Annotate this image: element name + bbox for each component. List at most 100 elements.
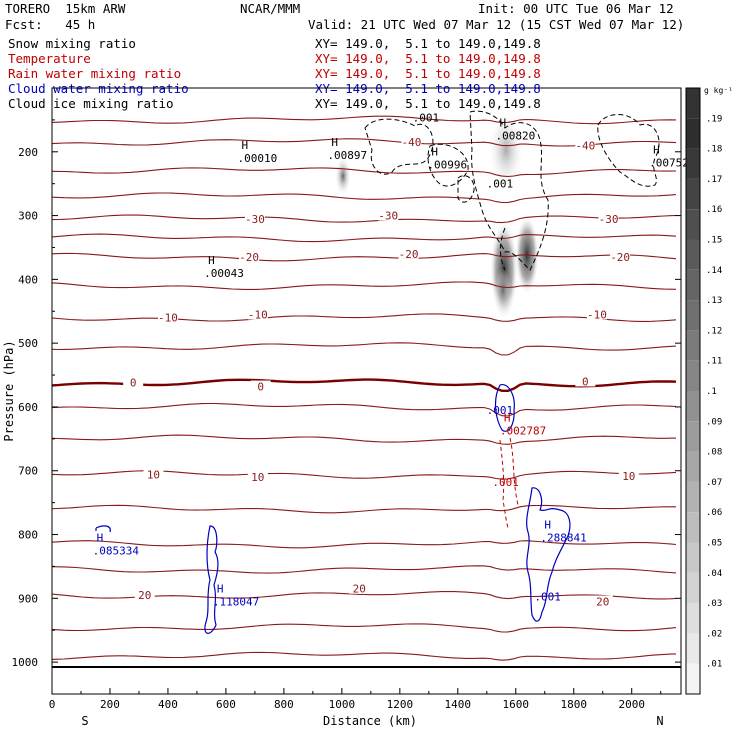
- y-tick-label: 500: [18, 337, 38, 350]
- isotherm-label-bg: [247, 471, 268, 483]
- x-tick-label: 1000: [329, 698, 356, 711]
- colorbar-cell: [686, 300, 700, 331]
- colorbar-tick-label: .02: [706, 629, 722, 639]
- colorbar-tick-label: .03: [706, 599, 722, 609]
- high-value-label: .118047: [213, 595, 259, 608]
- y-tick-label: 600: [18, 401, 38, 414]
- x-tick-label: 800: [274, 698, 294, 711]
- isotherm-line: [51, 281, 677, 290]
- high-marker: H: [544, 519, 551, 532]
- colorbar-cell: [686, 88, 700, 119]
- colorbar-cell: [686, 542, 700, 573]
- isotherm-line: [51, 252, 677, 262]
- y-tick-label: 400: [18, 273, 38, 286]
- colorbar-cell: [686, 451, 700, 482]
- high-value-label: .00010: [238, 152, 278, 165]
- high-value-label: .00043: [204, 267, 244, 280]
- y-tick-label: 300: [18, 210, 38, 223]
- field-xy-cloudice: XY= 149.0, 5.1 to 149.0,149.8: [315, 96, 541, 111]
- high-marker: H: [653, 143, 660, 156]
- colorbar-cell: [686, 148, 700, 179]
- field-xy-rain: XY= 149.0, 5.1 to 149.0,149.8: [315, 66, 541, 81]
- x-axis-label: Distance (km): [323, 714, 417, 728]
- isotherm-label: 0: [130, 377, 137, 390]
- high-marker: H: [431, 145, 438, 158]
- contour-value-label: .001: [413, 111, 440, 124]
- colorbar-tick-label: .05: [706, 539, 722, 549]
- colorbar-cell: [686, 481, 700, 513]
- colorbar-tick-label: .14: [706, 266, 722, 276]
- isotherm-line: [51, 591, 677, 600]
- field-xy-temperature: XY= 149.0, 5.1 to 149.0,149.8: [315, 51, 541, 66]
- colorbar-cell: [686, 572, 700, 604]
- colorbar-tick-label: .19: [706, 114, 722, 124]
- colorbar-unit: g kg⁻¹: [704, 86, 733, 95]
- isotherm-label-bg: [239, 251, 260, 263]
- y-tick-label: 200: [18, 146, 38, 159]
- isotherm-label: -40: [575, 139, 595, 152]
- isotherm-label: -10: [587, 308, 607, 321]
- colorbar-cell: [686, 360, 700, 391]
- isotherm-label: -10: [158, 312, 178, 325]
- high-value-label: .002787: [500, 424, 546, 437]
- x-tick-label: 1400: [445, 698, 472, 711]
- isotherm-label: -20: [399, 248, 419, 261]
- forecast-hour: Fcst: 45 h: [5, 17, 96, 32]
- isotherm-line: [51, 651, 677, 661]
- colorbar-tick-label: .16: [706, 205, 722, 215]
- contour-value-label: .001: [487, 178, 514, 191]
- isotherm-line: [51, 402, 677, 417]
- colorbar-cell: [686, 603, 700, 634]
- colorbar: .19 .18 .17 .16 .15 .14 .13 .12 .11 .1 .09 .08 .07 .0…: [685, 86, 733, 695]
- x-tick-label: 1600: [503, 698, 530, 711]
- contour-value-label: .001: [534, 590, 561, 603]
- center-title: NCAR/MMM: [240, 1, 301, 16]
- high-marker: H: [97, 531, 104, 544]
- isotherm-line: [51, 378, 677, 392]
- isotherm-label-bg: [592, 595, 613, 607]
- isotherm-label-bg: [123, 376, 144, 388]
- x-tick-label: 2000: [618, 698, 645, 711]
- isotherm-label-bg: [349, 582, 370, 594]
- high-marker: H: [504, 411, 511, 424]
- colorbar-cell: [686, 209, 700, 240]
- isotherm-label: -30: [599, 213, 619, 226]
- isotherm-line: [51, 192, 677, 204]
- isotherm-line: [51, 342, 677, 356]
- y-tick-label: 900: [18, 592, 38, 605]
- high-marker: H: [242, 139, 249, 152]
- x-tick-label: 400: [158, 698, 178, 711]
- cloud-ice-contours: [364, 110, 660, 271]
- high-value-label: .085334: [93, 544, 140, 557]
- isotherm-label: 20: [596, 596, 609, 609]
- isotherm-label: -30: [245, 213, 265, 226]
- colorbar-tick-label: .08: [706, 448, 722, 458]
- isotherm-label-bg: [401, 136, 422, 148]
- isotherm-label: 0: [582, 375, 589, 388]
- high-marker: H: [217, 582, 224, 595]
- field-name-temperature: Temperature: [8, 51, 91, 66]
- colorbar-tick-label: .18: [706, 145, 722, 155]
- isotherm-label-bg: [157, 311, 178, 323]
- init-time: Init: 00 UTC Tue 06 Mar 12: [478, 1, 674, 16]
- high-value-label: .00820: [495, 130, 535, 143]
- isotherm-label-bg: [618, 469, 639, 481]
- colorbar-cell: [686, 118, 700, 149]
- isotherm-label: -30: [378, 210, 398, 223]
- isotherm-line: [51, 313, 677, 322]
- colorbar-tick-label: .01: [706, 660, 722, 670]
- field-name-snow: Snow mixing ratio: [8, 36, 136, 51]
- colorbar-tick-label: .11: [706, 357, 722, 367]
- colorbar-cell: [686, 391, 700, 422]
- isotherm-label-bg: [598, 212, 619, 224]
- isotherm-line: [51, 138, 677, 147]
- contour-labels: -40 -40 -30 -30 -30 -20 -20 -20 -10 -10 -10 0 0 0 10 10…: [93, 111, 689, 608]
- model-title: TORERO 15km ARW: [5, 1, 126, 16]
- valid-time: Valid: 21 UTC Wed 07 Mar 12 (15 CST Wed …: [308, 17, 685, 32]
- isotherm-line: [51, 434, 677, 445]
- high-value-label: .00897: [327, 149, 367, 162]
- isotherm-line: [51, 115, 677, 125]
- cloud-water-contours: [95, 384, 571, 634]
